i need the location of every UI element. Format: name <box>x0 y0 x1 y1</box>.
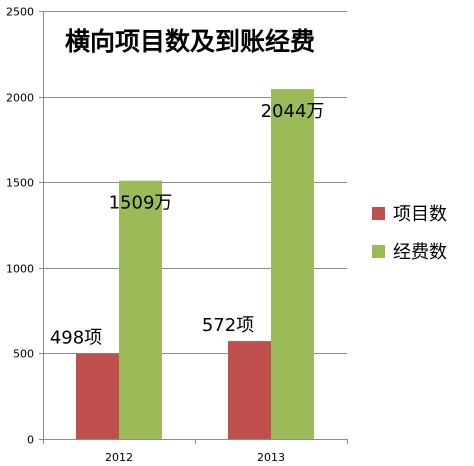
legend-swatch <box>372 245 385 258</box>
y-tick-label: 2500 <box>6 6 34 19</box>
axes: 0 500 1000 1500 2000 2500 2012 2013 <box>6 6 348 464</box>
legend-label: 项目数 <box>393 204 447 225</box>
x-tick-label: 2013 <box>257 451 285 464</box>
legend-label: 经费数 <box>393 242 447 263</box>
x-tick-label: 2012 <box>105 451 133 464</box>
chart-title: 横向项目数及到账经费 <box>65 27 315 56</box>
legend-swatch <box>372 207 385 220</box>
bar-经费数-2012 <box>119 180 162 440</box>
data-label: 2044万 <box>261 101 325 122</box>
y-tick-label: 1500 <box>6 177 34 190</box>
data-label: 572项 <box>202 315 254 336</box>
data-label: 1509万 <box>109 193 173 214</box>
data-label: 498项 <box>50 328 102 349</box>
y-tick-label: 500 <box>13 348 34 361</box>
y-tick-label: 1000 <box>6 263 34 276</box>
y-tick-label: 2000 <box>6 92 34 105</box>
bar-项目数-2013 <box>228 341 271 439</box>
bar-经费数-2013 <box>271 89 314 439</box>
y-tick-label: 0 <box>27 434 34 447</box>
bar-series <box>76 89 314 440</box>
data-labels: 498项 1509万 572项 2044万 <box>50 101 325 349</box>
bar-项目数-2012 <box>76 353 119 439</box>
